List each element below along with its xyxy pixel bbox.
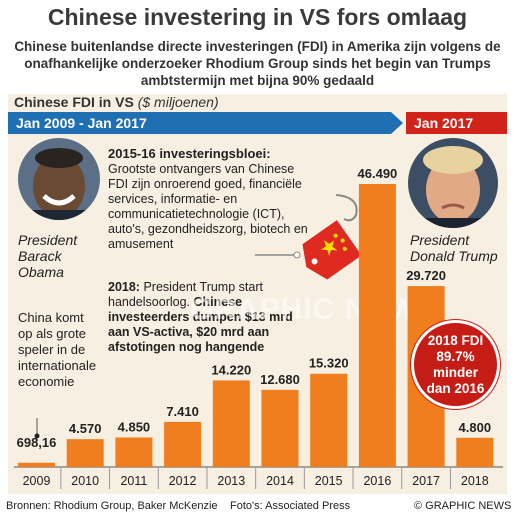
- trump-caption-line: President: [410, 232, 470, 248]
- page-title: Chinese investering in VS fors omlaag: [47, 4, 468, 30]
- value-label-2018: 4.800: [459, 420, 492, 435]
- trade-war-note: 2018: President Trump start handelsoorlo…: [108, 280, 313, 355]
- china-price-tag-icon: [302, 194, 362, 280]
- obama-caption-line: Barack: [18, 248, 62, 264]
- timeline-bands: [8, 112, 507, 134]
- badge-line: minder: [432, 364, 478, 380]
- obama-caption-line: Obama: [18, 264, 64, 280]
- bar-2015: [310, 373, 348, 467]
- china-emerges-note: China komt op als grote speler in de int…: [18, 310, 97, 389]
- obama-photo: [18, 138, 100, 220]
- value-label-2010: 4.570: [69, 421, 102, 436]
- trump-photo: [408, 138, 498, 228]
- value-label-2016: 46.490: [358, 166, 398, 181]
- bar-2018: [456, 437, 494, 467]
- trade-war-text: President Trump start handelsoorlog.: [108, 280, 263, 309]
- trump-portrait-icon: [408, 138, 498, 228]
- decline-badge: 2018 FDI 89.7% minder dan 2016: [411, 320, 500, 409]
- obama-portrait-icon: [18, 138, 100, 220]
- page-subtitle: Chinese buitenlandse directe investering…: [14, 39, 501, 88]
- chart-title: Chinese FDI in VS ($ miljoenen): [14, 94, 219, 110]
- trade-war-bold-text: Chinese investeerders dumpen $13 mrd aan…: [108, 295, 293, 354]
- trump-period-band: [406, 112, 507, 134]
- obama-caption-line: President: [18, 232, 78, 248]
- badge-line: 89.7%: [436, 348, 475, 364]
- x-tick-label-2014: 2014: [266, 474, 294, 488]
- trade-war-year: 2018:: [108, 280, 140, 294]
- investment-boom-note: 2015-16 investeringsbloei: Grootste ontv…: [108, 146, 313, 252]
- x-tick-label-2012: 2012: [169, 474, 197, 488]
- x-tick-label-2011: 2011: [120, 474, 147, 488]
- x-tick-label-2016: 2016: [363, 474, 391, 488]
- photos-credit: Foto's: Associated Press: [230, 500, 351, 512]
- sources-credit: Bronnen: Rhodium Group, Baker McKenzie: [6, 500, 218, 512]
- x-tick-label-2018: 2018: [461, 474, 489, 488]
- obama-period-label: Jan 2009 - Jan 2017: [16, 115, 147, 131]
- investment-boom-title: 2015-16 investeringsbloei:: [108, 146, 271, 161]
- x-tick-label-2013: 2013: [217, 474, 245, 488]
- investment-boom-text: Grootste ontvangers van Chinese FDI zijn…: [108, 162, 308, 251]
- bar-2011: [115, 437, 153, 467]
- x-tick-label-2010: 2010: [71, 474, 99, 488]
- chart-unit: ($ miljoenen): [137, 94, 219, 110]
- chart-title-text: Chinese FDI in VS: [14, 94, 134, 110]
- bar-2010: [66, 439, 104, 467]
- value-label-2009: 698,16: [17, 435, 57, 450]
- bar-2014: [261, 389, 299, 467]
- bar-2016: [358, 184, 396, 467]
- value-label-2012: 7.410: [166, 404, 199, 419]
- obama-period-band: [8, 112, 403, 134]
- x-tick-label-2017: 2017: [412, 474, 440, 488]
- x-tick-label-2015: 2015: [315, 474, 343, 488]
- brand-credit: © GRAPHIC NEWS: [414, 500, 512, 512]
- trump-caption-line: Donald Trump: [410, 248, 498, 264]
- china-note-pointer-dot: [34, 433, 40, 439]
- value-label-2015: 15.320: [309, 356, 349, 371]
- value-label-2017: 29.720: [406, 268, 446, 283]
- bar-2012: [164, 421, 202, 467]
- bar-2009: [18, 462, 55, 467]
- trump-period-label: Jan 2017: [414, 115, 474, 131]
- trump-caption: President Donald Trump: [410, 232, 498, 264]
- x-tick-label-2009: 2009: [23, 474, 51, 488]
- watermark-text: GRAPHIC NEWS: [190, 293, 439, 326]
- badge-line: dan 2016: [426, 380, 485, 396]
- bar-2013: [212, 380, 250, 467]
- value-label-2013: 14.220: [211, 362, 251, 377]
- badge-line: 2018 FDI: [427, 332, 484, 348]
- value-label-2014: 12.680: [260, 372, 300, 387]
- tag-pointer-line: [255, 251, 301, 259]
- obama-caption: President Barack Obama: [18, 232, 77, 280]
- value-label-2011: 4.850: [118, 419, 151, 434]
